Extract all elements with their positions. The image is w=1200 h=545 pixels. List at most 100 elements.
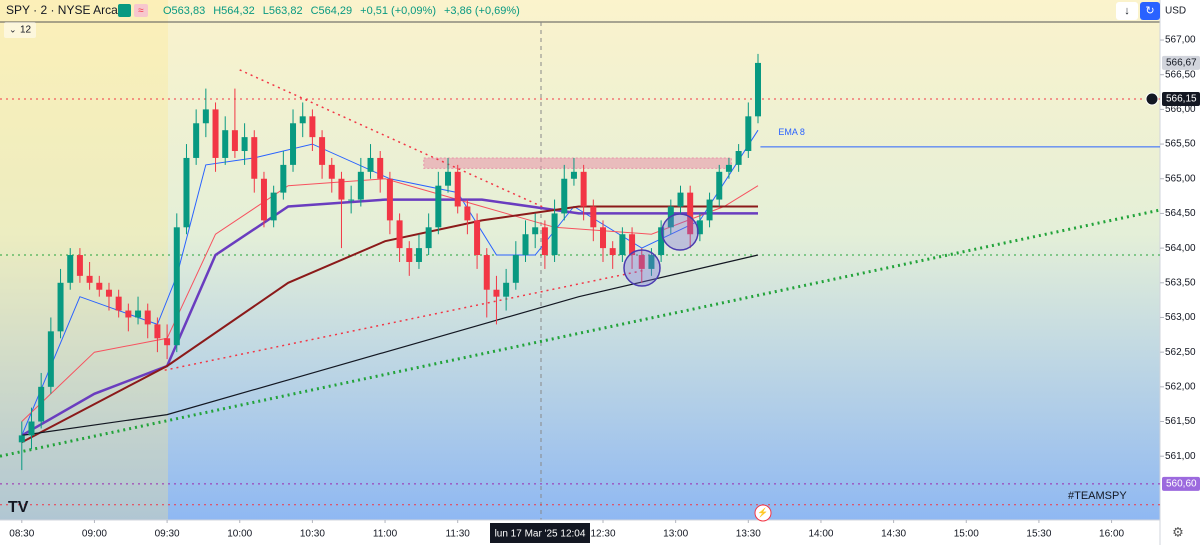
add-button[interactable] (1145, 92, 1159, 106)
candle-body (648, 255, 655, 269)
candle-body (57, 282, 64, 332)
button[interactable] (1140, 2, 1160, 20)
candle-body (706, 199, 713, 221)
y-tick-label: 564,00 (1165, 243, 1196, 254)
candle-body (67, 255, 74, 283)
candle-body (144, 310, 151, 325)
currency[interactable]: USD (1165, 6, 1186, 17)
candle-body (260, 178, 267, 221)
candle-body (658, 227, 665, 256)
line-label: EMA 8 (778, 127, 805, 137)
annotation: #TEAMSPY (1068, 490, 1127, 502)
event-icon[interactable] (754, 504, 772, 522)
candle-body (638, 255, 645, 269)
button[interactable] (1116, 2, 1138, 20)
candle-body (105, 289, 112, 297)
y-tick-label: 566,50 (1165, 69, 1196, 80)
candle-body (135, 310, 142, 318)
candle-body (716, 171, 723, 200)
candle-body (309, 116, 316, 138)
candle-body (193, 123, 200, 158)
candle-body (687, 192, 694, 235)
symbol-title: SPY · 2 · NYSE Arca (6, 3, 118, 17)
candle-body (725, 164, 732, 172)
y-tick-label: 565,00 (1165, 173, 1196, 184)
event-glyph: ⚡ (757, 506, 768, 518)
candle-body (183, 157, 190, 228)
candle-body (348, 199, 355, 201)
candle-body (532, 227, 539, 235)
x-tick-label: 10:00 (227, 529, 252, 540)
candle-body (745, 116, 752, 152)
candle-body (212, 109, 219, 158)
x-tick-label: 15:00 (954, 529, 979, 540)
y-tick-label: 566,00 (1165, 104, 1196, 115)
ohlc-value: H564,32 (213, 5, 255, 17)
session-shade (0, 0, 168, 520)
x-tick-label: 12:30 (590, 529, 615, 540)
indicator-line (164, 269, 645, 371)
indicator-line (21, 205, 758, 444)
candle-body (377, 157, 384, 179)
settings-icon[interactable]: ⚙ (1172, 524, 1184, 539)
candle-body (425, 227, 432, 249)
ohlc-value: L563,82 (263, 5, 303, 17)
candle-body (202, 109, 209, 124)
candle-body (367, 157, 374, 172)
candle-body (270, 192, 277, 221)
candle-body (96, 282, 103, 290)
x-tick-label: 15:30 (1026, 529, 1051, 540)
candle-body (241, 137, 248, 152)
candle-body (541, 227, 548, 256)
price-label-box (1162, 55, 1200, 70)
candle-body (357, 171, 364, 200)
status-icon (134, 4, 148, 17)
status-icon-glyph: ≈ (138, 6, 144, 17)
x-tick-label: 16:00 (1099, 529, 1124, 540)
ohlc-value: +0,51 (+0,09%) (360, 5, 436, 17)
y-tick-label: 562,50 (1165, 347, 1196, 358)
candle-body (280, 164, 287, 193)
candle-body (493, 289, 500, 297)
y-tick-label: 561,50 (1165, 416, 1196, 427)
x-tick-label: 08:30 (9, 529, 34, 540)
candle-body (580, 171, 587, 207)
interval-box[interactable] (4, 22, 36, 38)
candle-body (173, 227, 180, 346)
candle-body (512, 255, 519, 283)
candle-body (696, 220, 703, 235)
arrow-icon: ↓ (1124, 5, 1130, 17)
candle-body (115, 296, 122, 311)
candle-body (464, 206, 471, 221)
highlight-circle (661, 213, 699, 251)
candle-body (299, 116, 306, 124)
price-label-box (1162, 91, 1200, 106)
price-label: 566,67 (1162, 55, 1200, 70)
ohlc-value: +3,86 (+0,69%) (444, 5, 520, 17)
candle-body (522, 234, 529, 256)
candle-body (435, 185, 442, 228)
candle-body (319, 137, 326, 165)
ohlc-value: O563,83 (163, 5, 205, 17)
candle-body (474, 220, 481, 256)
candle-body (454, 171, 461, 207)
crosshair-label-box (490, 523, 590, 543)
interval-input[interactable]: 12 (20, 25, 32, 36)
candle-body (445, 171, 452, 186)
y-tick-label: 567,00 (1165, 35, 1196, 46)
candle-body (406, 248, 413, 262)
chevron: ⌄ (9, 24, 17, 34)
candle-body (86, 275, 93, 283)
price-label-text: 560,60 (1166, 479, 1197, 490)
x-tick-label: 09:30 (155, 529, 180, 540)
candle-body (251, 137, 258, 179)
candle-body (290, 123, 297, 165)
logo: TV (8, 499, 29, 516)
x-tick-label: 10:30 (300, 529, 325, 540)
indicator-line (21, 178, 759, 422)
status-dot (118, 4, 131, 17)
candle-body (619, 234, 626, 256)
highlight-circle (623, 249, 661, 287)
y-tick-label: 565,50 (1165, 139, 1196, 150)
